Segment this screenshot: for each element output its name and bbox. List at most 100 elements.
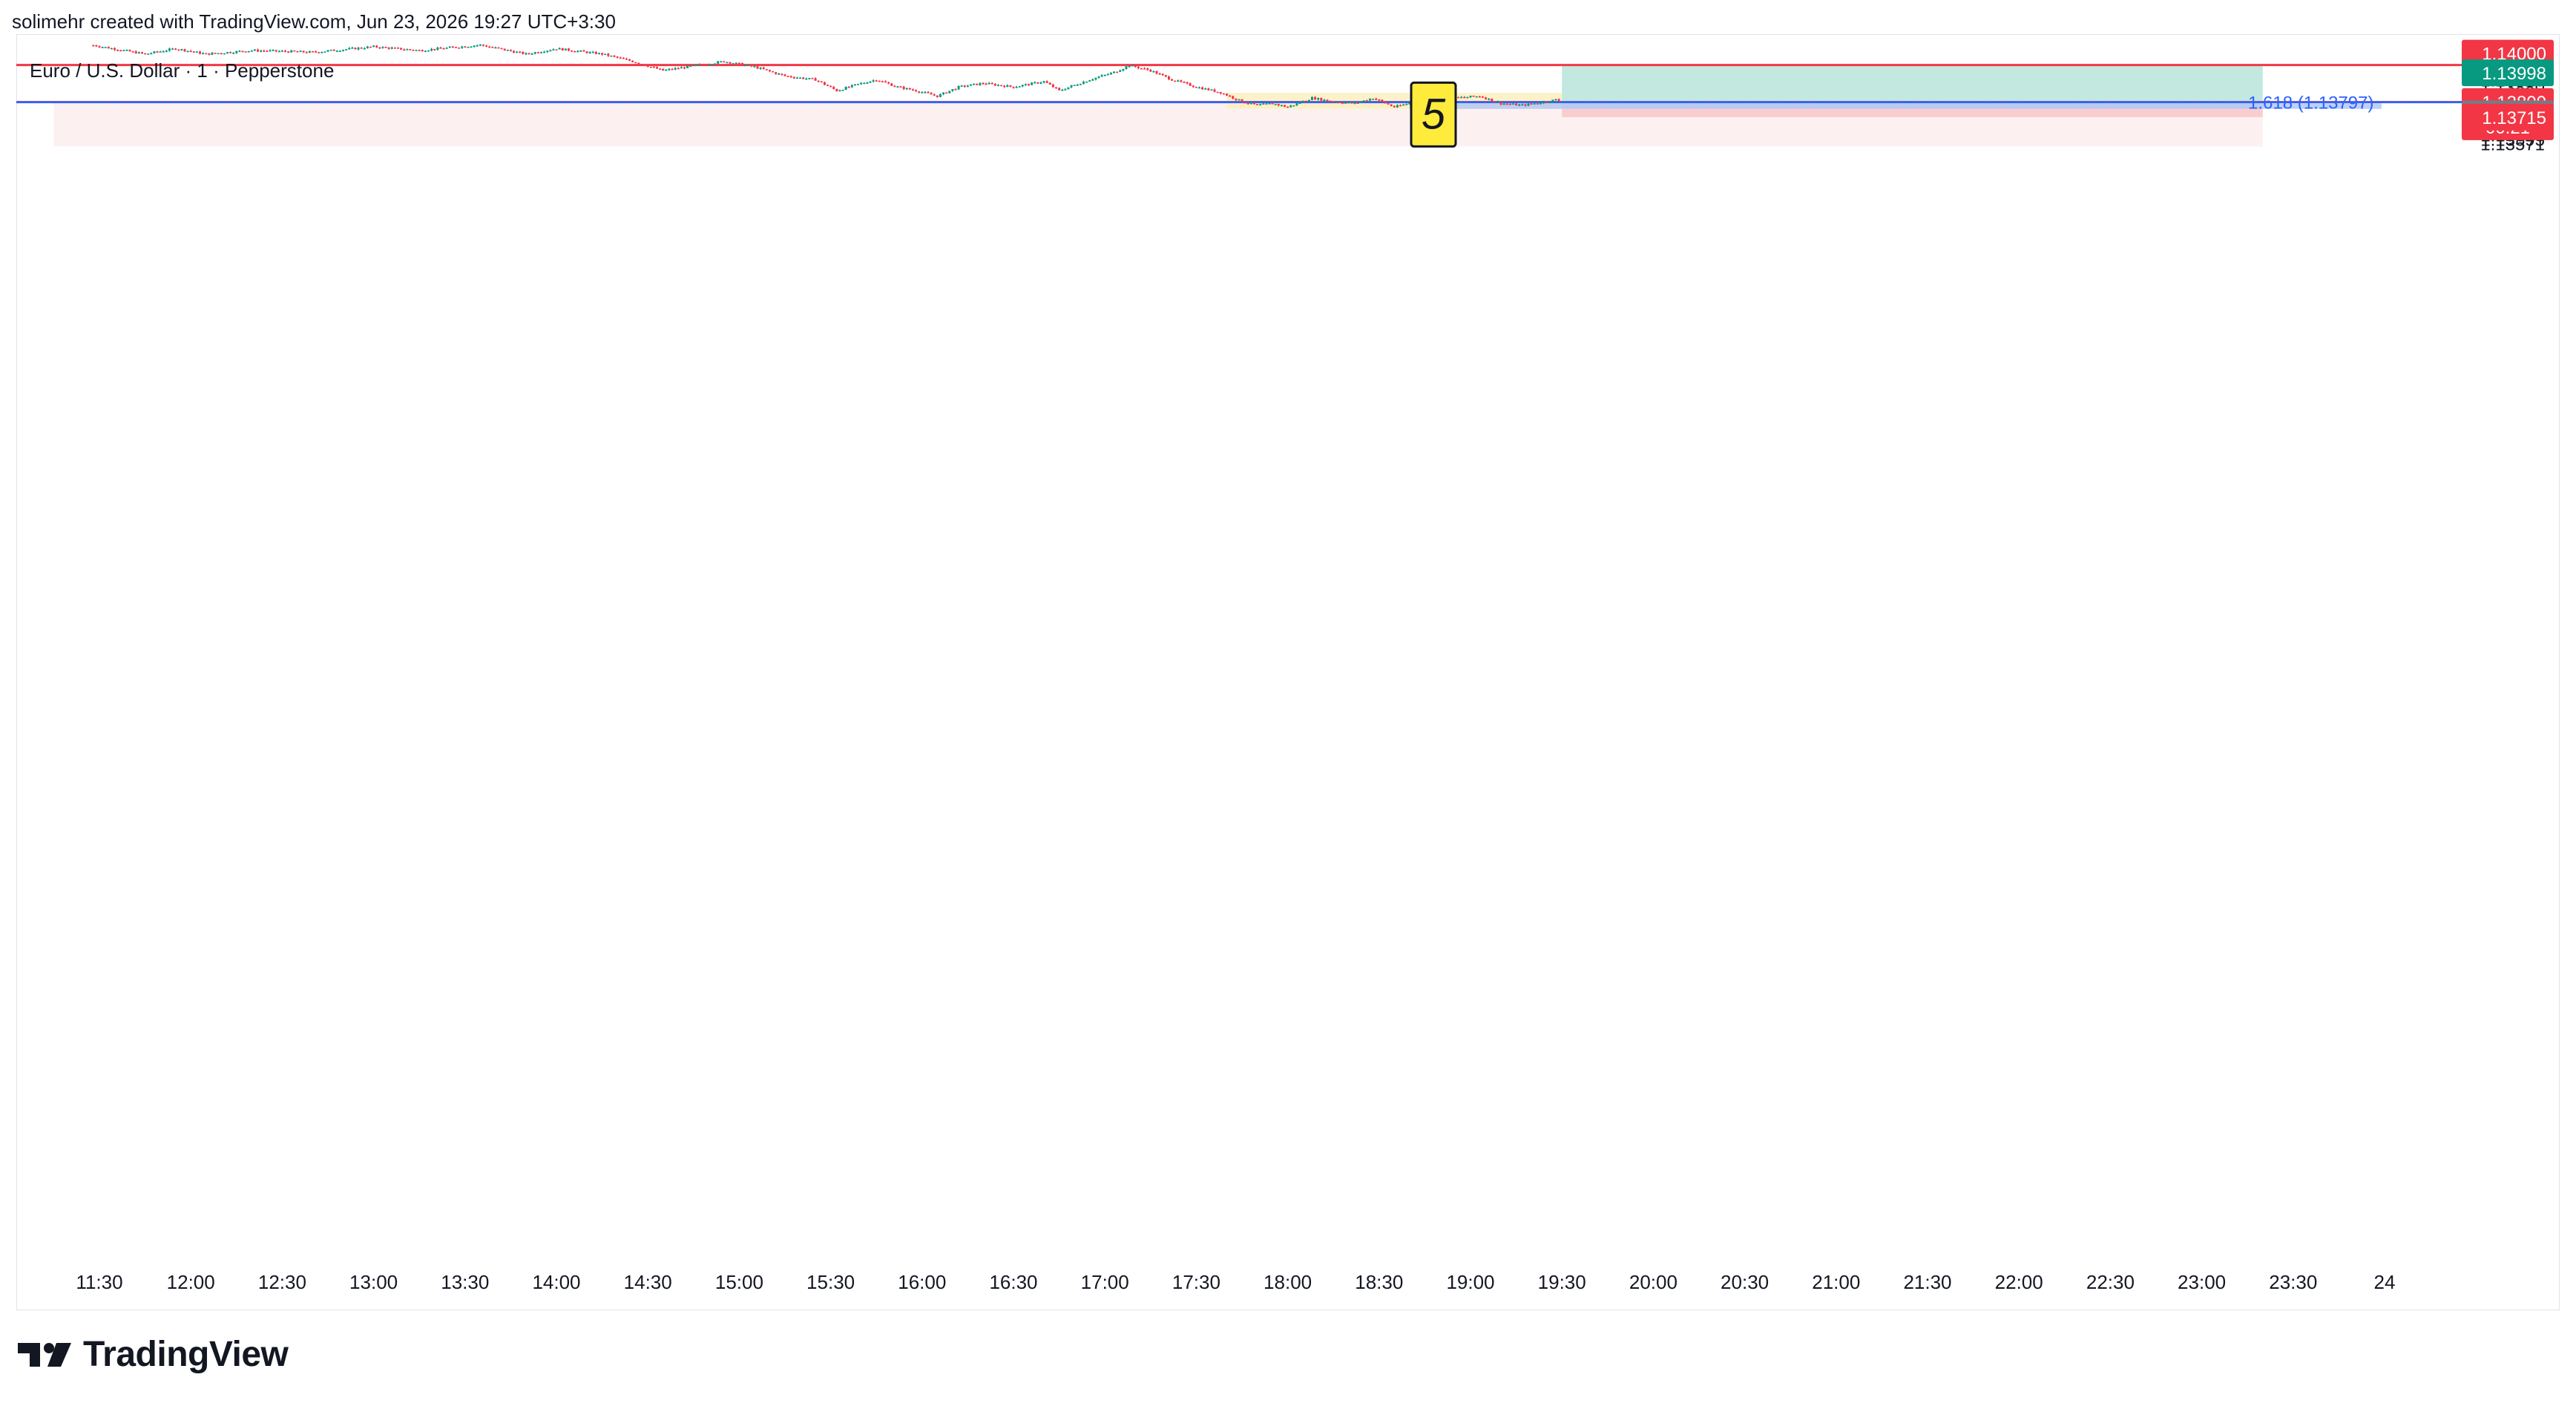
candle-body[interactable] — [686, 65, 689, 68]
candle-body[interactable] — [1204, 88, 1207, 90]
candle-body[interactable] — [1146, 68, 1149, 70]
candle-body[interactable] — [1457, 96, 1460, 99]
candle-body[interactable] — [403, 49, 406, 51]
candle-body[interactable] — [323, 51, 326, 53]
candle-body[interactable] — [338, 50, 341, 52]
candle-body[interactable] — [911, 89, 914, 91]
candle-body[interactable] — [162, 51, 165, 53]
candle-body[interactable] — [585, 51, 588, 53]
candle-body[interactable] — [1491, 98, 1494, 102]
candle-body[interactable] — [509, 50, 512, 51]
candle-body[interactable] — [153, 51, 156, 53]
candle-body[interactable] — [945, 92, 948, 94]
candle-body[interactable] — [662, 68, 665, 71]
candle-body[interactable] — [205, 53, 208, 55]
candle-body[interactable] — [1119, 70, 1122, 72]
candle-body[interactable] — [701, 64, 704, 66]
candle-body[interactable] — [485, 45, 488, 47]
candle-body[interactable] — [613, 56, 616, 57]
candle-body[interactable] — [783, 74, 786, 76]
candle-body[interactable] — [1152, 70, 1155, 73]
candle-body[interactable] — [1283, 105, 1286, 107]
candle-body[interactable] — [802, 77, 805, 79]
candle-body[interactable] — [1210, 89, 1213, 91]
candle-body[interactable] — [1332, 101, 1335, 103]
candle-body[interactable] — [579, 50, 582, 52]
candle-body[interactable] — [552, 49, 555, 51]
candle-body[interactable] — [674, 68, 677, 70]
candle-body[interactable] — [574, 51, 576, 53]
candle-body[interactable] — [448, 46, 451, 48]
candle-body[interactable] — [1478, 96, 1481, 98]
candle-body[interactable] — [1143, 68, 1146, 70]
candle-body[interactable] — [1225, 93, 1228, 96]
candle-body[interactable] — [1094, 77, 1097, 80]
candle-body[interactable] — [308, 51, 311, 53]
candle-body[interactable] — [375, 45, 378, 47]
candle-body[interactable] — [1393, 105, 1396, 108]
price-label-1[interactable] — [2462, 59, 2554, 87]
candle-body[interactable] — [860, 82, 863, 85]
candle-body[interactable] — [710, 64, 713, 66]
candle-body[interactable] — [656, 67, 659, 69]
candle-body[interactable] — [1116, 71, 1119, 73]
candle-body[interactable] — [604, 53, 607, 56]
candle-body[interactable] — [1338, 102, 1341, 104]
candle-body[interactable] — [668, 68, 671, 70]
candle-body[interactable] — [476, 45, 479, 47]
candle-body[interactable] — [257, 49, 260, 52]
candle-body[interactable] — [1323, 99, 1326, 101]
candle-body[interactable] — [1018, 86, 1021, 88]
candle-body[interactable] — [110, 48, 113, 50]
candle-body[interactable] — [275, 50, 277, 52]
candle-body[interactable] — [116, 50, 119, 51]
candle-body[interactable] — [1201, 87, 1204, 90]
candle-body[interactable] — [1155, 70, 1158, 74]
candle-body[interactable] — [1259, 104, 1262, 106]
candle-body[interactable] — [1003, 85, 1006, 88]
price-label-4[interactable] — [2462, 103, 2554, 131]
candle-body[interactable] — [582, 50, 585, 52]
candle-body[interactable] — [933, 94, 936, 96]
candle-body[interactable] — [1402, 104, 1405, 106]
candle-body[interactable] — [1274, 104, 1277, 105]
candle-body[interactable] — [114, 48, 116, 50]
candle-body[interactable] — [241, 50, 244, 53]
candle-body[interactable] — [549, 50, 552, 52]
candle-body[interactable] — [781, 73, 783, 75]
candle-body[interactable] — [1131, 65, 1134, 67]
candle-body[interactable] — [451, 46, 454, 48]
candle-body[interactable] — [1158, 73, 1161, 75]
candle-body[interactable] — [381, 47, 384, 48]
candle-body[interactable] — [229, 52, 232, 53]
candle-body[interactable] — [588, 52, 591, 53]
candle-body[interactable] — [384, 47, 387, 48]
candle-body[interactable] — [853, 84, 856, 86]
candle-body[interactable] — [1149, 70, 1152, 72]
candle-body[interactable] — [765, 69, 768, 70]
candle-body[interactable] — [189, 50, 192, 53]
candle-body[interactable] — [847, 87, 850, 88]
candle-body[interactable] — [591, 51, 594, 53]
candle-body[interactable] — [329, 49, 332, 51]
candle-body[interactable] — [284, 50, 287, 52]
candle-body[interactable] — [506, 50, 509, 51]
candle-body[interactable] — [1460, 96, 1463, 99]
candle-body[interactable] — [235, 50, 238, 53]
candle-body[interactable] — [1511, 103, 1514, 105]
candle-body[interactable] — [345, 49, 348, 50]
candle-body[interactable] — [1219, 92, 1222, 93]
candle-body[interactable] — [253, 49, 256, 51]
candle-body[interactable] — [1350, 102, 1353, 104]
candle-body[interactable] — [957, 85, 960, 90]
zone-take-profit[interactable] — [1562, 65, 2263, 105]
candle-body[interactable] — [1039, 82, 1042, 84]
candle-body[interactable] — [247, 50, 250, 53]
candle-body[interactable] — [1249, 102, 1252, 104]
candle-body[interactable] — [634, 62, 637, 64]
candle-body[interactable] — [866, 82, 869, 84]
candle-body[interactable] — [1304, 101, 1307, 102]
candle-body[interactable] — [665, 70, 668, 71]
candle-body[interactable] — [683, 67, 686, 69]
candle-body[interactable] — [979, 83, 982, 85]
